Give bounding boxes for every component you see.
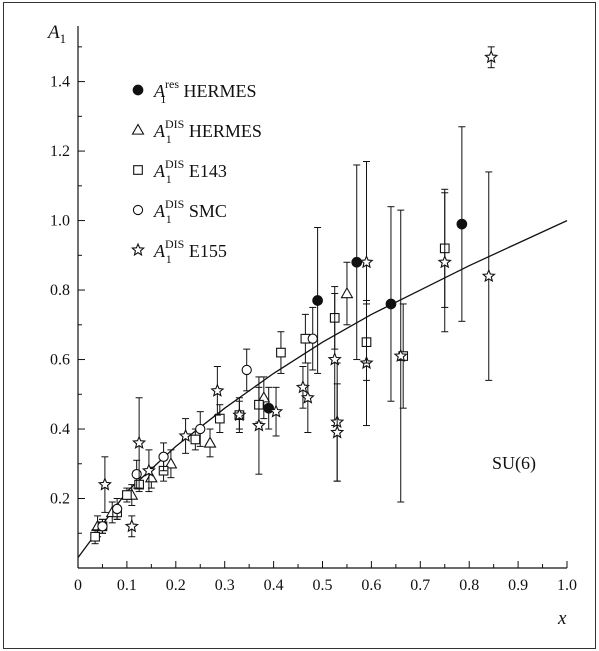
- legend-marker: [130, 242, 146, 257]
- y-tick-label: 0.2: [50, 491, 70, 508]
- legend-marker: [131, 123, 145, 135]
- legend-item: ADIS 1 E143: [133, 157, 227, 186]
- y-tick-label: 1.4: [50, 74, 70, 91]
- data-point: [158, 451, 169, 462]
- x-tick-label: 0.3: [215, 577, 235, 594]
- data-point: [295, 379, 310, 394]
- series-open-square: [90, 188, 450, 545]
- legend-label: ADIS 1 E155: [153, 237, 227, 266]
- x-tick-label: 0.4: [264, 577, 284, 594]
- data-point: [359, 254, 374, 269]
- su6-curve-layer: [77, 220, 568, 558]
- data-point: [97, 477, 112, 491]
- legend-label: ADIS 1 E143: [153, 157, 227, 186]
- x-tick-label: 0.1: [117, 577, 137, 594]
- data-point: [203, 436, 217, 448]
- data-point: [241, 364, 252, 376]
- y-axis-title-sub: 1: [60, 31, 67, 46]
- series-open-star: [97, 46, 499, 538]
- chart-frame: [3, 2, 596, 649]
- data-point: [122, 490, 132, 500]
- data-point: [393, 348, 408, 363]
- data-point: [97, 521, 108, 532]
- x-tick-label: 0.9: [508, 577, 528, 594]
- data-point: [268, 404, 284, 418]
- data-point: [481, 268, 496, 283]
- data-point: [141, 463, 156, 477]
- x-tick-label: 0.2: [166, 577, 186, 594]
- x-tick-label: 0.5: [313, 577, 333, 594]
- y-tick-label: 0.4: [50, 421, 70, 438]
- legend-marker: [132, 84, 144, 96]
- series-filled-circle: [263, 126, 468, 430]
- data-point: [124, 518, 139, 533]
- data-point: [214, 413, 225, 424]
- x-tick-label: 0.8: [459, 577, 479, 594]
- y-tick-label: 0.8: [50, 282, 70, 299]
- data-point: [178, 428, 193, 442]
- data-point: [307, 333, 318, 344]
- y-tick-label: 1.2: [50, 143, 70, 160]
- y-tick-label: 0.6: [50, 352, 70, 369]
- data-point: [195, 423, 206, 435]
- x-tick-label: 1.0: [557, 577, 577, 594]
- data-point: [132, 435, 147, 449]
- legend: Ares 1 HERMES ADIS 1 HERMES ADIS 1 E143 ADIS 1 …: [130, 77, 262, 266]
- data-point: [210, 383, 225, 397]
- su6-curve: [77, 220, 568, 558]
- x-tick-label: 0: [74, 577, 82, 594]
- data-point: [232, 407, 247, 422]
- data-point: [484, 49, 499, 64]
- data-point: [340, 286, 354, 299]
- data-point: [300, 390, 315, 404]
- legend-item: Ares 1 HERMES: [132, 77, 257, 106]
- y-tick-label: 1.0: [50, 213, 70, 230]
- data-point: [456, 218, 468, 230]
- data-point: [276, 347, 286, 358]
- legend-item: ADIS 1 SMC: [132, 197, 227, 226]
- legend-item: ADIS 1 E155: [130, 237, 227, 266]
- x-tick-label: 0.7: [410, 577, 430, 594]
- series-open-circle: [97, 306, 318, 534]
- data-point: [251, 418, 266, 432]
- y-axis-title: A1: [46, 22, 66, 46]
- legend-label: ADIS 1 HERMES: [153, 117, 262, 146]
- x-axis-title: x: [557, 608, 567, 629]
- legend-marker: [132, 204, 144, 216]
- data-point: [327, 352, 342, 366]
- data-point: [351, 256, 363, 268]
- legend-item: ADIS 1 HERMES: [131, 117, 262, 146]
- x-tick-label: 0.6: [361, 577, 381, 594]
- data-point: [131, 469, 142, 480]
- data-point: [257, 391, 271, 403]
- data-point: [190, 434, 201, 445]
- legend-label: ADIS 1 SMC: [153, 197, 227, 226]
- axes: 0 0.1 0.2 0.3 0.4 0.5 0.6 0.7 0.8 0.9 1.0 0.2 0.4 0.6…: [50, 26, 577, 594]
- y-axis-title-main: A: [46, 22, 60, 43]
- data-point: [90, 531, 100, 542]
- legend-label: Ares 1 HERMES: [153, 77, 257, 106]
- data-point: [312, 295, 323, 306]
- data-points-layer: [90, 46, 499, 545]
- data-point: [111, 503, 123, 515]
- legend-marker: [133, 165, 143, 175]
- data-point: [385, 298, 397, 310]
- data-point: [330, 425, 345, 439]
- data-point: [164, 457, 178, 469]
- su6-annotation: SU(6): [492, 453, 536, 474]
- data-point: [437, 254, 452, 269]
